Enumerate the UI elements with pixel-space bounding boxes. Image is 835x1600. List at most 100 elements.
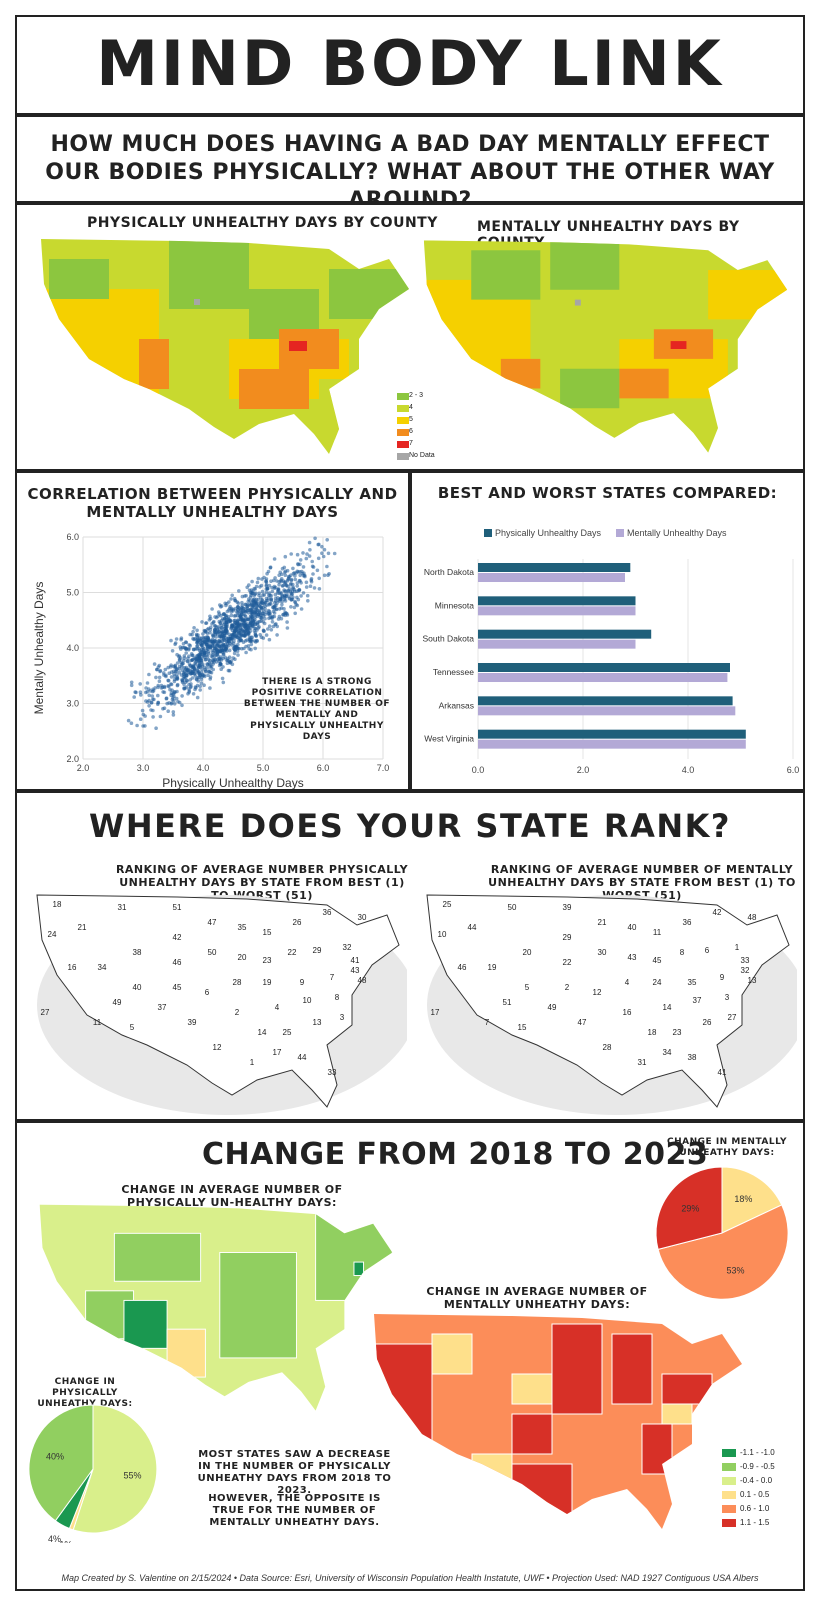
scatter-point	[325, 538, 330, 542]
scatter-point	[219, 613, 223, 618]
scatter-point	[313, 536, 317, 541]
scatter-point	[164, 674, 168, 679]
scatter-point	[317, 576, 322, 581]
state-rank-label: 37	[158, 1003, 167, 1012]
scatter-point	[290, 597, 295, 601]
physical-county-map	[41, 239, 409, 460]
scatter-point	[208, 677, 212, 681]
scatter-point	[250, 579, 254, 584]
scatter-point	[157, 675, 162, 680]
pie-slice-label: 18%	[734, 1194, 752, 1204]
change-legend-label-2: -0.4 - 0.0	[740, 1476, 773, 1485]
state-rank-label: 43	[628, 953, 637, 962]
scatter-point	[132, 695, 136, 699]
scatter-point	[293, 611, 298, 616]
scatter-point	[270, 589, 275, 594]
scatter-point	[208, 630, 212, 635]
bar-0	[478, 596, 636, 606]
scatter-ylabel: Mentally Unhealthy Days	[32, 582, 46, 715]
state-rank-label: 20	[523, 948, 532, 957]
scatter-point	[229, 608, 233, 612]
scatter-point	[133, 690, 137, 694]
scatter-point	[246, 617, 250, 622]
scatter-point	[231, 656, 235, 660]
scatter-point	[303, 574, 307, 579]
state-rank-label: 27	[41, 1008, 50, 1017]
scatter-point	[269, 598, 274, 603]
change-mental-subtitle: CHANGE IN AVERAGE NUMBER OF MENTALLY UNH…	[426, 1285, 648, 1311]
scatter-point	[188, 672, 193, 676]
scatter-point	[190, 658, 195, 662]
scatter-point	[144, 690, 148, 695]
state-rank-label: 17	[273, 1048, 282, 1057]
scatter-point	[224, 644, 229, 648]
scatter-point	[312, 586, 317, 590]
scatter-point	[154, 675, 158, 680]
scatter-point	[195, 628, 199, 633]
change-legend-label-5: 1.1 - 1.5	[740, 1518, 770, 1527]
state-rank-label: 23	[673, 1028, 682, 1037]
scatter-point	[240, 603, 244, 608]
scatter-point	[238, 614, 243, 618]
scatter-point	[233, 629, 238, 633]
scatter-point	[192, 668, 197, 672]
scatter-point	[289, 552, 294, 556]
scatter-point	[253, 587, 257, 591]
scatter-point	[227, 648, 232, 653]
scatter-point	[151, 715, 155, 719]
scatter-point	[295, 569, 300, 574]
scatter-point	[251, 603, 256, 608]
state-rank-label: 12	[593, 988, 602, 997]
scatter-point	[265, 571, 269, 576]
scatter-point	[282, 607, 286, 611]
scatter-point	[156, 693, 160, 698]
state-rank-label: 31	[118, 903, 127, 912]
scatter-point	[288, 587, 292, 591]
scatter-point	[169, 638, 173, 643]
scatter-point	[167, 684, 171, 689]
legend-swatch-3	[722, 1491, 736, 1499]
scatter-point	[161, 690, 165, 694]
scatter-point	[275, 633, 279, 637]
bar-category-label: Minnesota	[435, 600, 474, 610]
scatter-point	[309, 577, 314, 581]
scatter-point	[254, 599, 258, 603]
scatter-point	[171, 713, 176, 717]
scatter-point	[245, 638, 249, 642]
state-rank-label: 4	[625, 978, 630, 987]
bar-chart: Physically Unhealthy Days Mentally Unheal…	[422, 528, 799, 775]
scatter-point	[232, 618, 236, 623]
state-rank-label: 50	[208, 948, 217, 957]
state-rank-label: 7	[485, 1018, 490, 1027]
scatter-point	[311, 572, 315, 576]
scatter-point	[188, 664, 192, 668]
state-rank-label: 51	[173, 903, 182, 912]
scatter-point	[283, 569, 288, 573]
scatter-point	[261, 605, 265, 610]
scatter-point	[301, 551, 305, 555]
scatter-point	[264, 590, 269, 595]
scatter-point	[267, 611, 271, 616]
scatter-point	[292, 605, 297, 610]
bar-1	[478, 606, 636, 616]
scatter-point	[216, 610, 221, 614]
change-legend-label-3: 0.1 - 0.5	[740, 1490, 770, 1499]
state-rank-label: 49	[548, 1003, 557, 1012]
scatter-point	[263, 616, 267, 621]
scatter-panel: CORRELATION BETWEEN PHYSICALLY AND MENTA…	[15, 471, 410, 791]
state-rank-label: 38	[133, 948, 142, 957]
scatter-point	[289, 573, 293, 577]
scatter-point	[205, 654, 210, 659]
change-note-2: HOWEVER, THE OPPOSITE IS TRUE FOR THE NU…	[208, 1493, 381, 1528]
scatter-point	[273, 585, 278, 590]
state-rank-label: 49	[113, 998, 122, 1007]
scatter-point	[247, 635, 252, 640]
legend-swatch-4	[722, 1505, 736, 1513]
scatter-xtick: 5.0	[257, 763, 270, 773]
rank-map-outline	[36, 894, 400, 1108]
scatter-point	[195, 683, 200, 688]
scatter-point	[166, 678, 170, 683]
scatter-point	[236, 626, 240, 631]
scatter-point	[229, 613, 234, 618]
scatter-point	[236, 601, 241, 605]
